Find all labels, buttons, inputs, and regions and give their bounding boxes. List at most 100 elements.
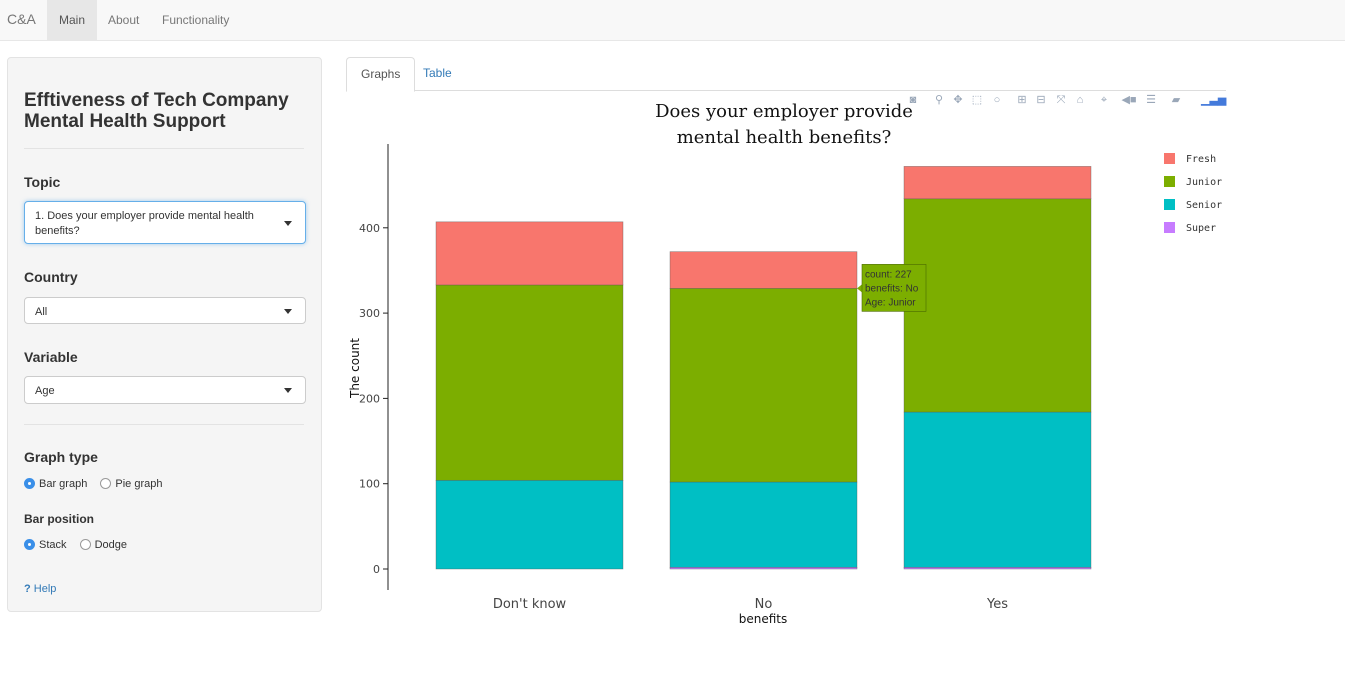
tooltip-line: count: 227	[865, 269, 912, 280]
tooltip-line: benefits: No	[865, 283, 919, 294]
legend: Fresh Junior Senior Super	[1164, 153, 1222, 234]
legend-label: Super	[1186, 223, 1216, 234]
radio-unselected-icon	[100, 478, 112, 489]
tab-table[interactable]: Table	[423, 66, 452, 80]
box-select-icon[interactable]: ⬚	[971, 94, 983, 106]
bar-segment-fresh[interactable]	[435, 221, 624, 286]
brand-title[interactable]: C&A	[7, 11, 36, 27]
nav-tab-about[interactable]: About	[108, 13, 140, 27]
top-navbar: C&A Main About Functionality	[0, 0, 1345, 41]
tab-bar: Graphs Table	[346, 57, 1226, 92]
bar-segment-senior[interactable]	[435, 479, 624, 570]
zoom-out-icon[interactable]: ⊟	[1036, 94, 1046, 106]
legend-item-fresh[interactable]: Fresh	[1164, 153, 1216, 165]
hover-closest-icon[interactable]: ◀■	[1121, 94, 1137, 106]
country-label: Country	[24, 269, 78, 285]
legend-label: Junior	[1186, 177, 1222, 188]
y-tick-label: 300	[359, 307, 380, 320]
bar-segment-senior[interactable]	[669, 481, 858, 568]
reset-axes-icon[interactable]: ⌂	[1076, 94, 1084, 106]
radio-label: Bar graph	[39, 478, 88, 490]
chevron-down-icon	[284, 220, 292, 226]
legend-swatch	[1164, 153, 1175, 164]
x-axis-label: benefits	[739, 612, 788, 626]
bars-group	[435, 166, 1092, 570]
y-tick-label: 200	[359, 392, 380, 405]
radio-bar-graph[interactable]: Bar graph	[24, 478, 87, 490]
y-axis-label: The count	[348, 338, 362, 399]
radio-label: Dodge	[94, 539, 127, 551]
hover-compare-icon[interactable]: ☰	[1146, 94, 1156, 106]
bar-position-label: Bar position	[24, 512, 95, 526]
topic-select-value: 1. Does your employer provide mental hea…	[35, 210, 254, 237]
tooltip-pointer	[857, 284, 862, 293]
legend-label: Fresh	[1186, 154, 1216, 165]
radio-pie-graph[interactable]: Pie graph	[100, 478, 162, 490]
bar-segment-fresh[interactable]	[669, 251, 858, 289]
nav-tab-functionality[interactable]: Functionality	[162, 13, 230, 27]
bar-segment-fresh[interactable]	[903, 166, 1092, 200]
chevron-down-icon	[284, 308, 292, 314]
y-tick-label: 400	[359, 222, 380, 235]
spike-lines-icon[interactable]: ⌖	[1100, 94, 1108, 106]
topic-label: Topic	[24, 174, 61, 190]
chart-title-line-1: Does your employer provide	[655, 101, 913, 122]
legend-swatch	[1164, 222, 1175, 233]
zoom-icon[interactable]: ⚲	[934, 94, 944, 106]
tooltip-line: Age: Junior	[865, 297, 916, 308]
bar-chart: Does your employer provide mental health…	[348, 101, 1222, 626]
graph-type-label: Graph type	[24, 449, 98, 465]
topic-select[interactable]: 1. Does your employer provide mental hea…	[24, 201, 306, 244]
graph-type-radio-group: Bar graph Pie graph	[24, 478, 172, 490]
radio-selected-icon	[24, 539, 35, 550]
variable-select[interactable]: Age	[24, 376, 306, 404]
bar-segment-senior[interactable]	[903, 411, 1092, 568]
plotly-logo-icon[interactable]: ▁▃▅	[1201, 94, 1227, 106]
radio-unselected-icon	[79, 539, 91, 550]
bar-segment-junior[interactable]	[903, 198, 1092, 413]
camera-icon[interactable]: ◙	[909, 94, 917, 106]
chart-title-line-2: mental health benefits?	[677, 127, 892, 148]
edit-chart-icon[interactable]: ▰	[1171, 94, 1181, 106]
nav-tab-main[interactable]: Main	[47, 0, 98, 40]
legend-swatch	[1164, 199, 1175, 210]
x-tick-label: Yes	[986, 597, 1008, 612]
legend-item-senior[interactable]: Senior	[1164, 199, 1222, 211]
divider	[24, 424, 304, 425]
divider	[24, 148, 304, 149]
radio-stack[interactable]: Stack	[24, 539, 67, 551]
legend-item-super[interactable]: Super	[1164, 222, 1216, 234]
country-select[interactable]: All	[24, 297, 306, 324]
x-tick-label: No	[755, 597, 773, 612]
lasso-icon[interactable]: ○	[993, 94, 1001, 106]
tooltip-box	[861, 264, 927, 312]
help-icon: ?	[24, 583, 31, 595]
radio-selected-icon	[24, 478, 35, 489]
x-tick-label: Don't know	[493, 597, 567, 612]
help-label: Help	[33, 583, 57, 595]
app-title: Efftiveness of Tech Company Mental Healt…	[24, 90, 289, 132]
bar-segment-junior[interactable]	[435, 284, 624, 481]
hover-tooltip: count: 227 benefits: No Age: Junior	[857, 264, 927, 312]
y-axis: 0 100 200 300 400	[359, 144, 389, 590]
country-select-value: All	[35, 306, 48, 318]
chevron-down-icon	[284, 388, 292, 393]
radio-label: Pie graph	[115, 478, 163, 490]
autoscale-icon[interactable]: ⤧	[1056, 94, 1066, 106]
legend-item-junior[interactable]: Junior	[1164, 176, 1222, 188]
bar-segment-junior[interactable]	[669, 288, 858, 483]
help-link[interactable]: ? Help	[24, 583, 56, 595]
legend-label: Senior	[1186, 200, 1222, 211]
radio-dodge[interactable]: Dodge	[79, 539, 127, 551]
sidebar-panel: Efftiveness of Tech Company Mental Healt…	[7, 57, 322, 612]
y-tick-label: 100	[359, 478, 380, 491]
radio-label: Stack	[39, 539, 67, 551]
x-tick-labels: Don't know No Yes	[493, 597, 1008, 612]
zoom-in-icon[interactable]: ⊞	[1017, 94, 1027, 106]
tab-graphs[interactable]: Graphs	[346, 57, 416, 92]
pan-icon[interactable]: ✥	[953, 94, 963, 106]
bar-position-radio-group: Stack Dodge	[24, 539, 137, 551]
variable-label: Variable	[24, 349, 78, 365]
variable-select-value: Age	[35, 385, 55, 397]
legend-swatch	[1164, 176, 1175, 187]
